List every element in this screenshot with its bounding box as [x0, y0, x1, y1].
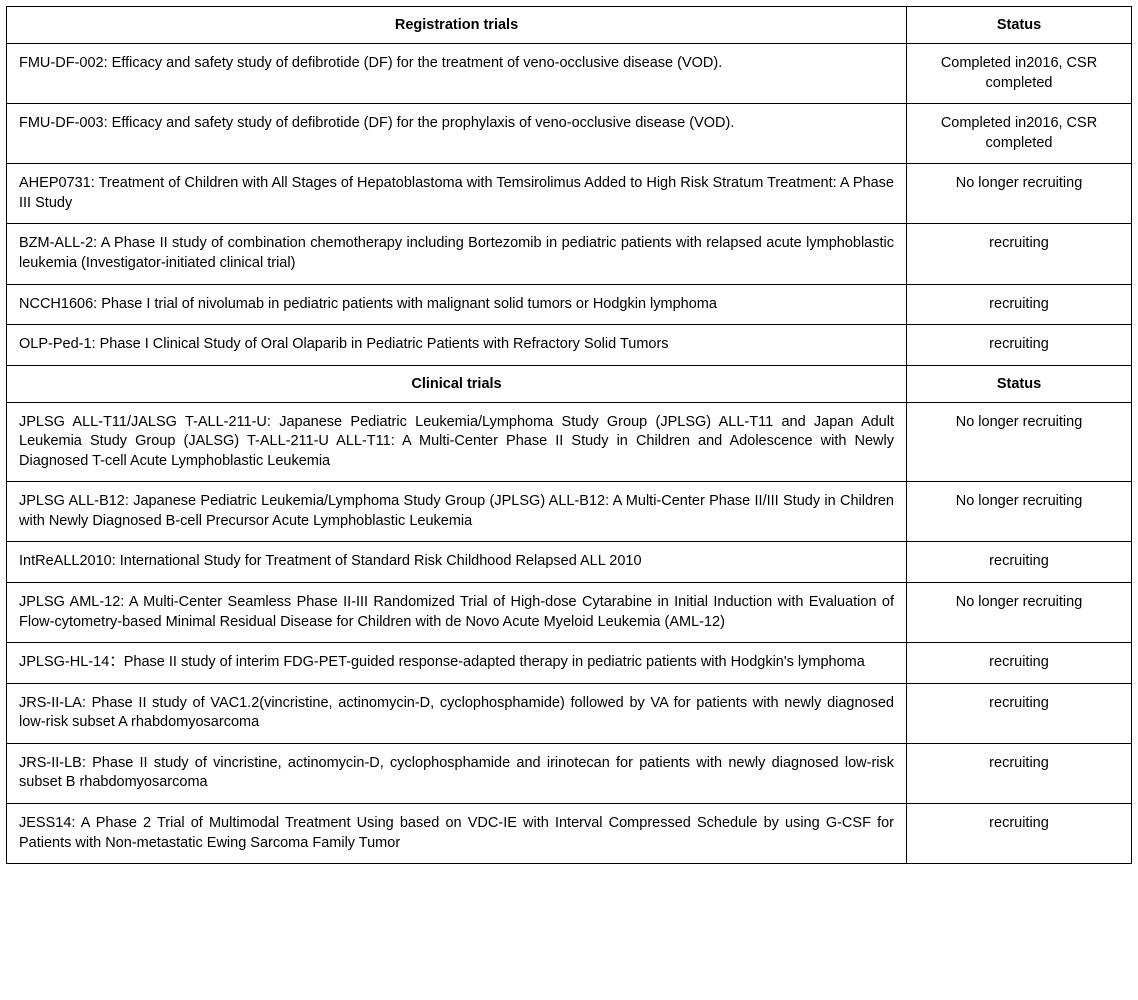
- table-row: IntReALL2010: International Study for Tr…: [7, 542, 1132, 583]
- table-row: JPLSG ALL-B12: Japanese Pediatric Leukem…: [7, 482, 1132, 542]
- trial-status: recruiting: [907, 542, 1132, 583]
- table-row: JESS14: A Phase 2 Trial of Multimodal Tr…: [7, 803, 1132, 863]
- section-header-status: Status: [907, 7, 1132, 44]
- trial-description: FMU-DF-002: Efficacy and safety study of…: [7, 44, 907, 104]
- table-row: NCCH1606: Phase I trial of nivolumab in …: [7, 284, 1132, 325]
- trial-status: No longer recruiting: [907, 164, 1132, 224]
- trial-status: recruiting: [907, 325, 1132, 366]
- trial-description: JPLSG-HL-14：Phase II study of interim FD…: [7, 643, 907, 684]
- trial-description: OLP-Ped-1: Phase I Clinical Study of Ora…: [7, 325, 907, 366]
- trial-description: JESS14: A Phase 2 Trial of Multimodal Tr…: [7, 803, 907, 863]
- section-header-desc: Registration trials: [7, 7, 907, 44]
- trial-status: recruiting: [907, 683, 1132, 743]
- table-row: JPLSG ALL-T11/JALSG T-ALL-211-U: Japanes…: [7, 402, 1132, 482]
- table-row: JRS-II-LB: Phase II study of vincristine…: [7, 743, 1132, 803]
- trial-status: No longer recruiting: [907, 583, 1132, 643]
- table-row: BZM-ALL-2: A Phase II study of combinati…: [7, 224, 1132, 284]
- section-header-desc: Clinical trials: [7, 365, 907, 402]
- table-row: FMU-DF-003: Efficacy and safety study of…: [7, 104, 1132, 164]
- trial-description: JRS-II-LA: Phase II study of VAC1.2(vinc…: [7, 683, 907, 743]
- trial-description: JPLSG ALL-B12: Japanese Pediatric Leukem…: [7, 482, 907, 542]
- trial-status: No longer recruiting: [907, 482, 1132, 542]
- table-row: JPLSG AML-12: A Multi-Center Seamless Ph…: [7, 583, 1132, 643]
- trial-description: JRS-II-LB: Phase II study of vincristine…: [7, 743, 907, 803]
- section-header-status: Status: [907, 365, 1132, 402]
- trial-status: No longer recruiting: [907, 402, 1132, 482]
- trial-description: FMU-DF-003: Efficacy and safety study of…: [7, 104, 907, 164]
- trial-description: JPLSG AML-12: A Multi-Center Seamless Ph…: [7, 583, 907, 643]
- trial-status: recruiting: [907, 643, 1132, 684]
- table-row: OLP-Ped-1: Phase I Clinical Study of Ora…: [7, 325, 1132, 366]
- trial-description: BZM-ALL-2: A Phase II study of combinati…: [7, 224, 907, 284]
- trial-description: IntReALL2010: International Study for Tr…: [7, 542, 907, 583]
- trials-table: Registration trialsStatusFMU-DF-002: Eff…: [6, 6, 1132, 864]
- trial-status: Completed in2016, CSR completed: [907, 44, 1132, 104]
- table-row: AHEP0731: Treatment of Children with All…: [7, 164, 1132, 224]
- trial-status: recruiting: [907, 224, 1132, 284]
- table-row: JRS-II-LA: Phase II study of VAC1.2(vinc…: [7, 683, 1132, 743]
- trial-description: NCCH1606: Phase I trial of nivolumab in …: [7, 284, 907, 325]
- table-row: FMU-DF-002: Efficacy and safety study of…: [7, 44, 1132, 104]
- trial-description: AHEP0731: Treatment of Children with All…: [7, 164, 907, 224]
- table-row: JPLSG-HL-14：Phase II study of interim FD…: [7, 643, 1132, 684]
- trial-status: recruiting: [907, 803, 1132, 863]
- trial-status: Completed in2016, CSR completed: [907, 104, 1132, 164]
- trial-status: recruiting: [907, 284, 1132, 325]
- trial-status: recruiting: [907, 743, 1132, 803]
- trial-description: JPLSG ALL-T11/JALSG T-ALL-211-U: Japanes…: [7, 402, 907, 482]
